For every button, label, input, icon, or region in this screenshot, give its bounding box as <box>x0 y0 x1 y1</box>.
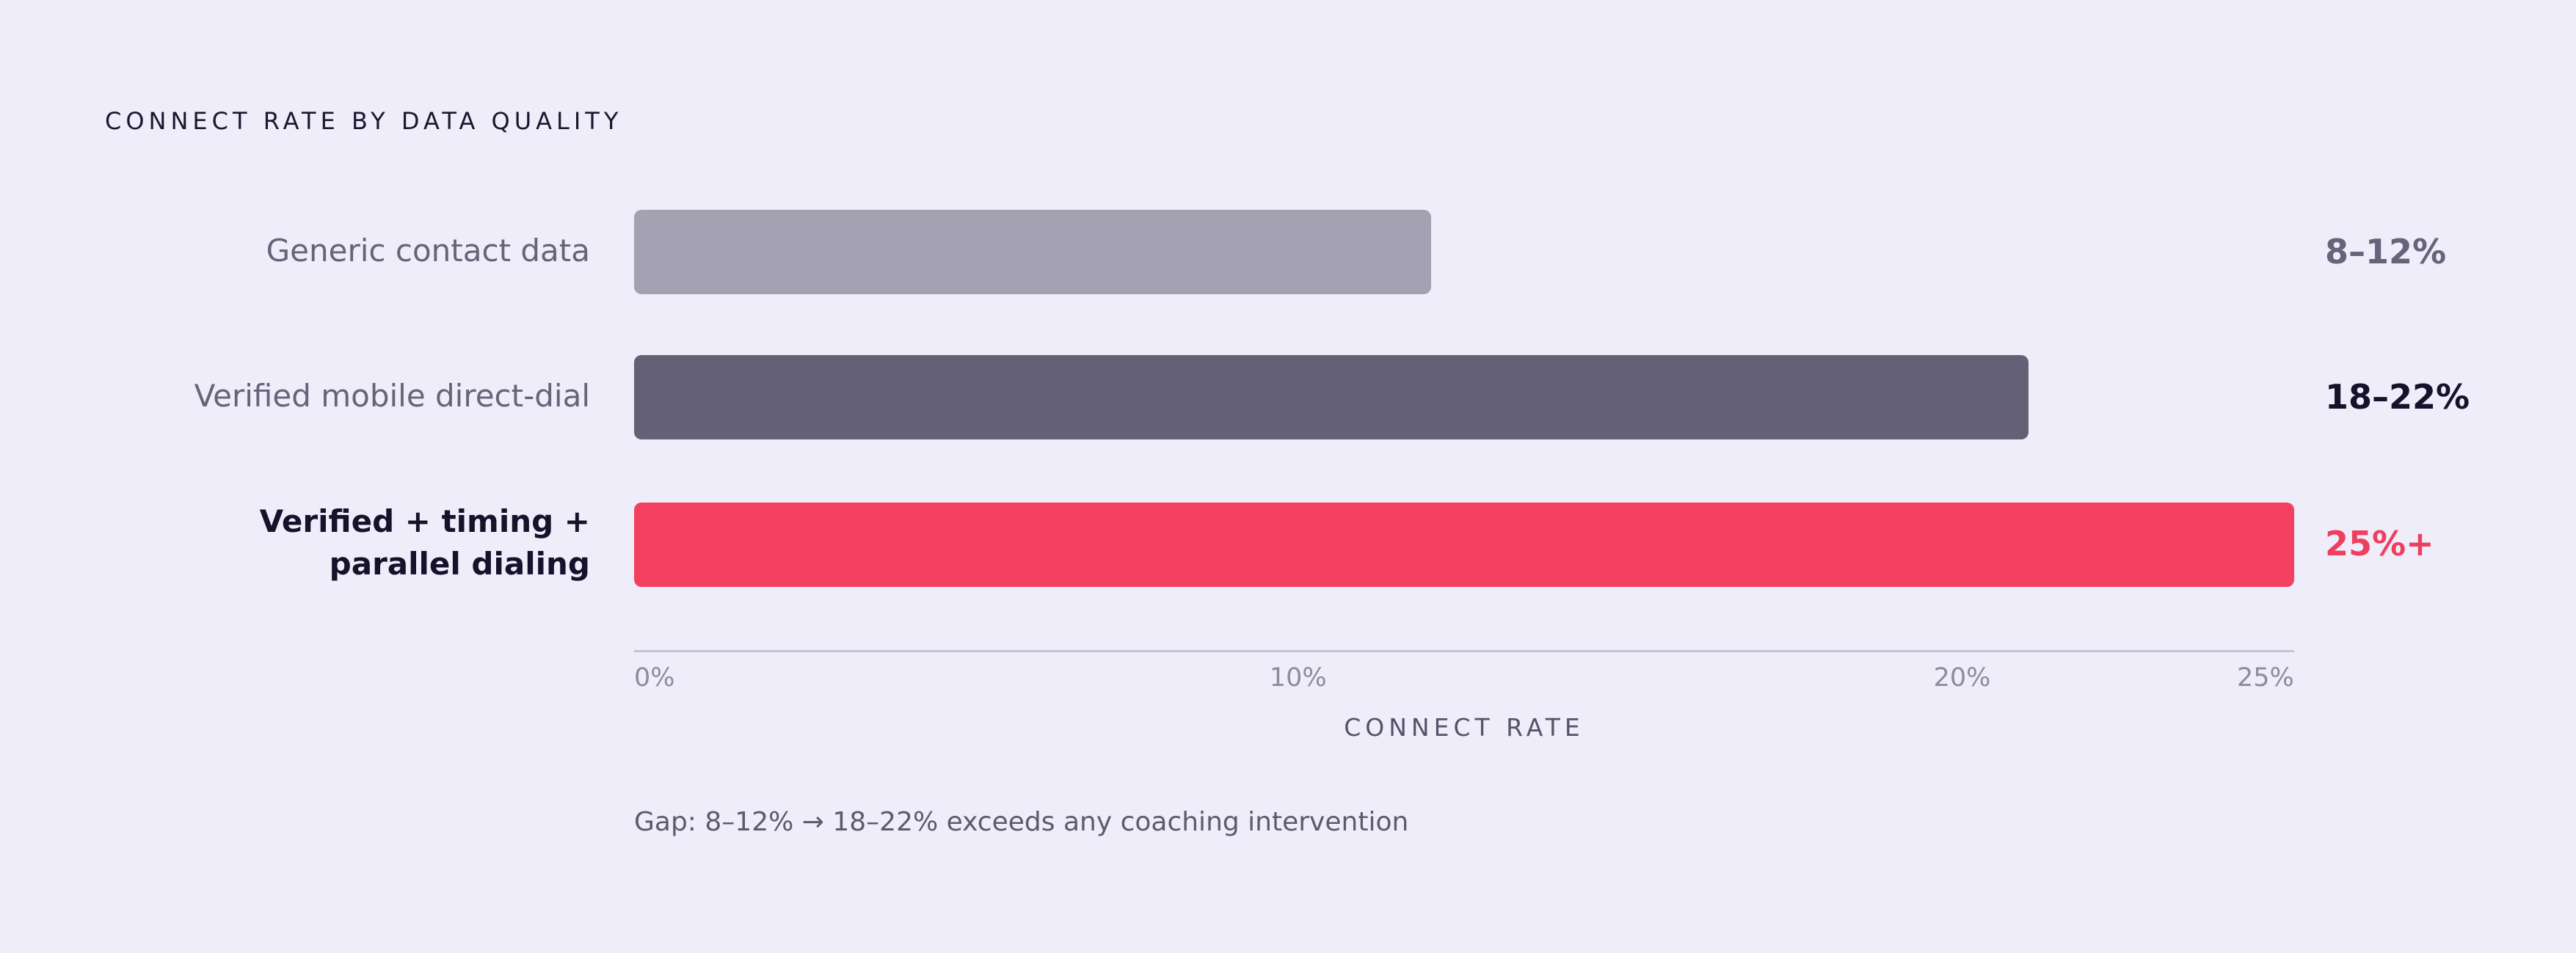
category-label-generic: Generic contact data <box>266 233 590 269</box>
x-axis-line <box>634 650 2294 652</box>
x-tick-label: 10% <box>1269 663 1327 693</box>
bar-verified-timing-parallel <box>634 503 2294 587</box>
chart-title: CONNECT RATE BY DATA QUALITY <box>105 107 623 135</box>
x-tick-label: 0% <box>634 663 675 693</box>
x-tick-label: 20% <box>1933 663 1991 693</box>
bar-verified-mobile <box>634 355 2029 439</box>
gap-annotation: Gap: 8–12% → 18–22% exceeds any coaching… <box>634 807 1409 837</box>
value-label-verified-mobile: 18–22% <box>2325 377 2470 417</box>
category-label-verified-mobile: Verified mobile direct-dial <box>194 378 590 414</box>
x-tick-label: 25% <box>2237 663 2294 693</box>
category-label-verified-timing-parallel: Verified + timing + parallel dialing <box>259 503 590 582</box>
value-label-generic: 8–12% <box>2325 232 2447 271</box>
bar-generic <box>634 210 1431 294</box>
value-label-verified-timing-parallel: 25%+ <box>2325 524 2434 563</box>
x-axis-title: CONNECT RATE <box>1344 713 1584 742</box>
